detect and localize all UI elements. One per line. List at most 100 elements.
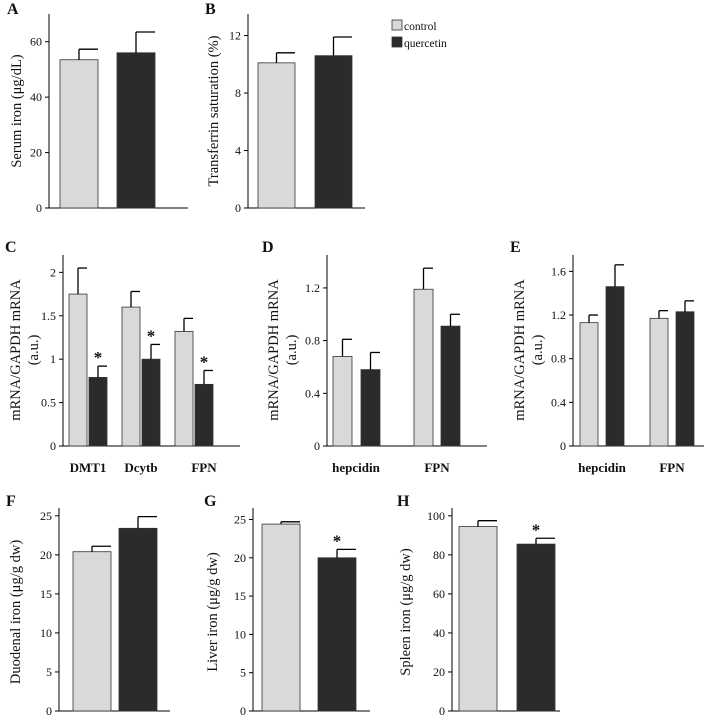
legend-swatch-quercetin <box>391 36 403 48</box>
y-tick-label: 0.8 <box>305 334 320 348</box>
y-axis-title: mRNA/GAPDH mRNA <box>512 279 528 421</box>
bar-control <box>257 62 296 209</box>
bar-control <box>458 526 498 712</box>
bar-control <box>121 306 141 447</box>
bar-control <box>579 322 599 447</box>
panel-g: G 0 5 10 15 20 25 Liver iron (μg/g dw) * <box>204 493 370 718</box>
bar-quercetin <box>88 377 108 447</box>
category-label: hepcidin <box>332 460 380 475</box>
category-label: FPN <box>659 460 685 475</box>
y-tick-label: 1.2 <box>305 281 320 295</box>
y-axis-title: Spleen iron (μg/g dw) <box>398 548 414 676</box>
y-tick-label: 15 <box>40 587 52 601</box>
bar-quercetin <box>317 557 357 712</box>
y-axis-title: Duodenal iron (μg/g dw) <box>8 540 24 684</box>
y-tick-label: 0 <box>314 439 320 453</box>
panel-a: A 0 20 40 60 Serum iron (μg/dL) <box>7 1 188 215</box>
y-tick-label: 60 <box>30 35 42 49</box>
y-tick-label: 0.8 <box>551 352 566 366</box>
bar-control <box>649 317 669 447</box>
y-tick-label: 0 <box>46 704 52 718</box>
bar-quercetin <box>116 52 156 209</box>
panel-label: G <box>204 493 217 510</box>
bar-quercetin <box>675 311 695 447</box>
y-tick-label: 10 <box>234 627 246 641</box>
bar-quercetin <box>605 286 625 447</box>
y-tick-label: 80 <box>433 548 445 562</box>
y-tick-label: 60 <box>433 587 445 601</box>
panel-label: F <box>6 493 16 510</box>
panel-f: F 0 5 10 15 20 25 Duodenal iron (μg/g dw) <box>6 493 170 718</box>
category-label: DMT1 <box>70 460 107 475</box>
y-tick-label: 0 <box>240 704 246 718</box>
y-tick-label: 12 <box>229 29 241 43</box>
y-tick-label: 0 <box>36 201 42 215</box>
legend-label-quercetin: quercetin <box>404 38 447 50</box>
y-tick-label: 5 <box>46 665 52 679</box>
bar-quercetin <box>360 369 381 447</box>
y-tick-label: 8 <box>235 86 241 100</box>
y-tick-label: 1.5 <box>41 309 56 323</box>
y-tick-label: 25 <box>234 512 246 526</box>
significance-marker: * <box>147 326 156 345</box>
y-tick-label: 20 <box>40 548 52 562</box>
legend-label-control: control <box>404 21 437 33</box>
y-axis-title: Transferrin saturation (%) <box>206 35 222 186</box>
y-tick-label: 0.4 <box>551 395 566 409</box>
panel-b: B 0 4 8 12 Transferrin saturation (%) <box>205 1 365 215</box>
panel-e: E 0 0.4 0.8 1.2 1.6 mRNA/GAPDH mRNA (a.u.) hepci… <box>510 239 704 475</box>
significance-marker: * <box>200 352 209 371</box>
y-axis-title: Serum iron (μg/dL) <box>9 54 25 167</box>
y-axis-title: mRNA/GAPDH mRNA <box>8 279 24 421</box>
panel-h: H 0 20 40 60 80 100 Spleen iron (μg/g dw) * <box>397 493 560 718</box>
y-tick-label: 20 <box>30 146 42 160</box>
panel-label: H <box>397 493 410 510</box>
y-tick-label: 4 <box>235 144 241 158</box>
y-tick-label: 0.5 <box>41 396 56 410</box>
y-tick-label: 10 <box>40 626 52 640</box>
bar-control <box>261 523 301 712</box>
y-tick-label: 1 <box>50 352 56 366</box>
bar-control <box>68 293 88 447</box>
panel-label: A <box>7 1 19 18</box>
bar-quercetin <box>141 358 161 447</box>
y-tick-label: 20 <box>234 551 246 565</box>
significance-marker: * <box>333 531 342 550</box>
y-tick-label: 5 <box>240 666 246 680</box>
bar-control <box>413 288 434 447</box>
y-axis-title: mRNA/GAPDH mRNA <box>266 279 282 421</box>
y-tick-label: 0 <box>50 439 56 453</box>
bar-quercetin <box>440 325 461 447</box>
y-axis-subtitle: (a.u.) <box>26 335 42 366</box>
y-tick-label: 0 <box>235 201 241 215</box>
panel-c: C 0 0.5 1 1.5 2 mRNA/GAPDH mRNA (a.u.) * DMT1 * Dcy… <box>5 239 240 475</box>
y-tick-label: 40 <box>30 90 42 104</box>
y-axis-title: Liver iron (μg/g dw) <box>205 552 221 671</box>
y-tick-label: 20 <box>433 665 445 679</box>
y-axis-subtitle: (a.u.) <box>284 335 300 366</box>
panel-label: C <box>5 239 17 256</box>
bar-quercetin <box>516 543 556 712</box>
significance-marker: * <box>94 348 103 367</box>
y-tick-label: 15 <box>234 589 246 603</box>
panel-label: D <box>262 239 274 256</box>
category-label: hepcidin <box>578 460 626 475</box>
category-label: Dcytb <box>124 460 157 475</box>
y-tick-label: 1.2 <box>551 308 566 322</box>
legend-swatch-control <box>391 19 403 31</box>
bar-quercetin <box>314 55 353 209</box>
bar-control <box>332 356 353 447</box>
y-tick-label: 0.4 <box>305 386 320 400</box>
legend: control quercetin <box>391 19 447 50</box>
y-tick-label: 25 <box>40 509 52 523</box>
significance-marker: * <box>532 520 541 539</box>
category-label: FPN <box>191 460 217 475</box>
y-tick-label: 0 <box>560 439 566 453</box>
y-tick-label: 40 <box>433 626 445 640</box>
panel-d: D 0 0.4 0.8 1.2 mRNA/GAPDH mRNA (a.u.) hepcidin… <box>262 239 487 475</box>
y-tick-label: 100 <box>427 509 445 523</box>
bar-quercetin <box>194 383 214 447</box>
bar-control <box>174 330 194 447</box>
category-label: FPN <box>424 460 450 475</box>
bar-control <box>72 551 112 712</box>
